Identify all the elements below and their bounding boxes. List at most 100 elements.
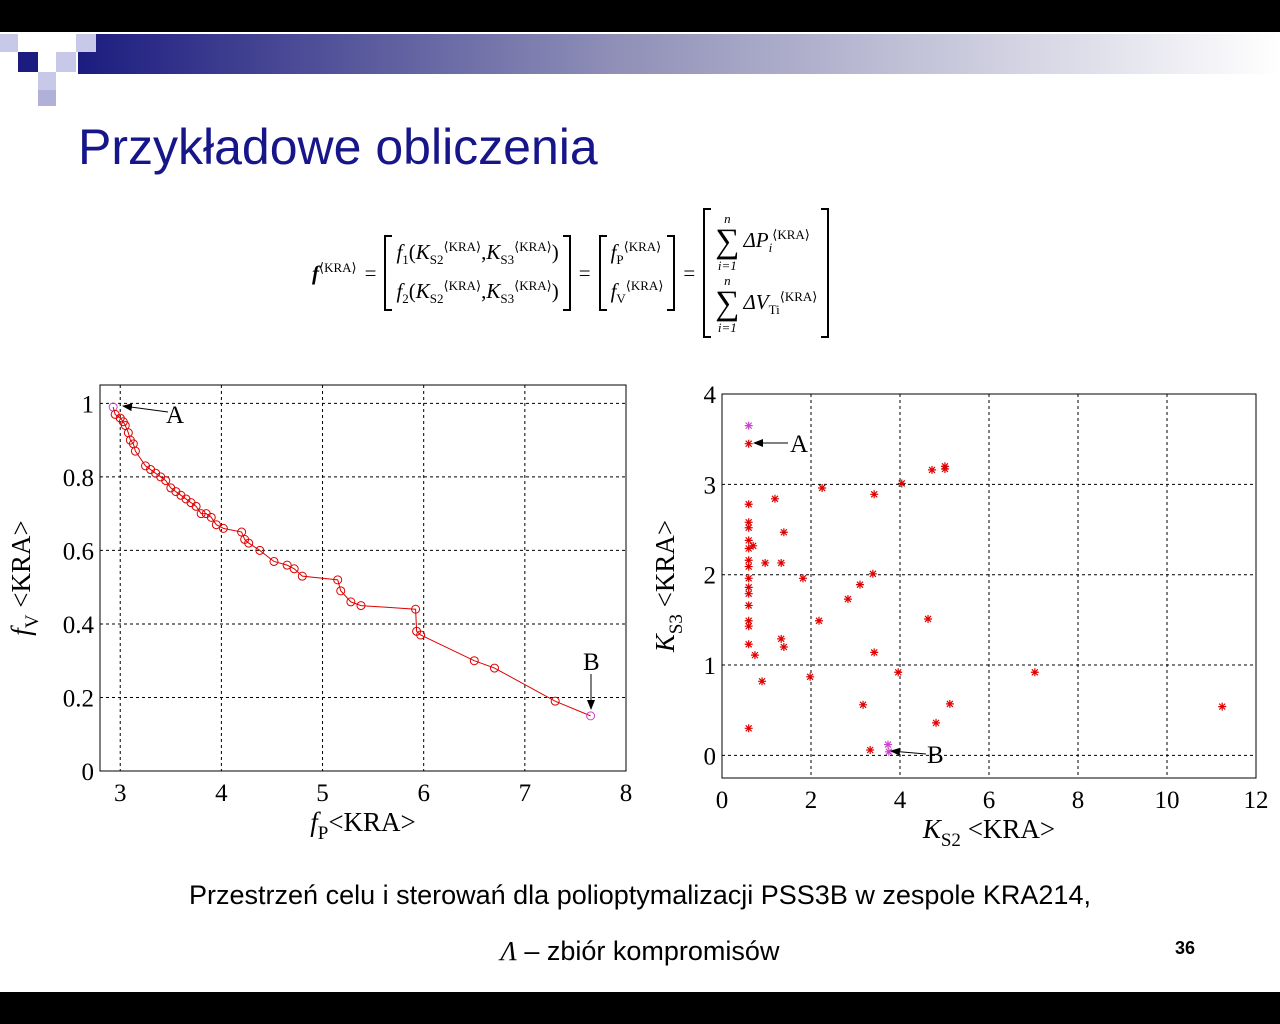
data-point xyxy=(744,556,753,565)
formula-part: ) xyxy=(551,239,559,264)
data-point xyxy=(469,656,479,666)
formula-part: S2 xyxy=(429,252,444,267)
label-subscript: S2 xyxy=(941,830,961,851)
y-tick-label: 2 xyxy=(704,563,717,590)
data-point xyxy=(806,672,815,681)
annotations: A B A B xyxy=(122,402,944,769)
formula: f⟨KRA⟩ = f1(KS2⟨KRA⟩,KS3⟨KRA⟩) f2(KS2⟨KR… xyxy=(312,198,830,348)
formula-part: 1 xyxy=(402,252,409,267)
y-tick-label: 0 xyxy=(82,759,95,786)
data-point xyxy=(744,583,753,592)
label-subscript: S3 xyxy=(666,614,687,634)
data-point xyxy=(744,500,753,509)
y-tick-label: 0.8 xyxy=(63,465,94,492)
caption: Przestrzeń celu i sterowań dla polioptym… xyxy=(189,880,1091,910)
data-point xyxy=(244,538,254,548)
data-point xyxy=(191,501,201,511)
formula-part: ⟨KRA⟩ xyxy=(443,278,482,293)
data-point xyxy=(744,421,753,430)
formula-part: = xyxy=(683,260,696,285)
matrix: f1(KS2⟨KRA⟩,KS3⟨KRA⟩) f2(KS2⟨KRA⟩,KS3⟨KR… xyxy=(384,234,571,312)
formula-part: , xyxy=(481,279,487,303)
label-subscript: V xyxy=(22,614,43,628)
data-point xyxy=(161,476,171,486)
data-point xyxy=(744,724,753,733)
caption-text: – zbiór kompromisów xyxy=(516,936,780,966)
data-point xyxy=(269,556,279,566)
formula-part: i=1 xyxy=(717,320,737,335)
label-unit: <KRA> xyxy=(6,520,36,614)
formula-lhs: f⟨KRA⟩ xyxy=(312,260,357,286)
formula-part: f xyxy=(312,261,319,285)
formula-part: 2 xyxy=(402,291,409,307)
caption-line: Λ – zbiór kompromisów xyxy=(0,936,1280,967)
matrix-row: f1(KS2⟨KRA⟩,KS3⟨KRA⟩) xyxy=(396,239,558,268)
label-symbol: K xyxy=(922,814,943,844)
formula-part: ∑ xyxy=(715,285,740,322)
y-tick-label: 0 xyxy=(704,743,717,770)
label-unit: <KRA> xyxy=(961,814,1055,844)
plot-frame xyxy=(721,393,1257,779)
matrix-row: f2(KS2⟨KRA⟩,KS3⟨KRA⟩) xyxy=(396,278,558,307)
data-point xyxy=(818,483,827,492)
x-tick-label: 8 xyxy=(1072,787,1085,814)
data-point xyxy=(211,520,221,530)
formula-part: ΔV xyxy=(743,290,769,315)
x-tick-label: 6 xyxy=(983,787,996,814)
data-point xyxy=(744,616,753,625)
formula-part: ( xyxy=(408,239,416,264)
data-point xyxy=(894,668,903,677)
data-point xyxy=(1218,702,1227,711)
page-number: 36 xyxy=(1175,938,1196,958)
deco xyxy=(0,34,18,52)
data-point xyxy=(255,545,265,555)
data-point xyxy=(550,696,560,706)
formula-part: K xyxy=(486,239,501,264)
y-tick-label: 0.6 xyxy=(63,538,94,565)
data-point xyxy=(120,420,130,430)
top-band xyxy=(0,0,1280,32)
axis-label: fV <KRA> xyxy=(6,520,43,635)
matrix: n ∑ i=1 ΔPi⟨KRA⟩ n ∑ i=1 ΔVTi⟨KRA⟩ xyxy=(703,208,830,338)
formula-part: ∑ xyxy=(715,223,740,260)
data-point xyxy=(237,527,247,537)
data-point xyxy=(770,494,779,503)
data-point xyxy=(924,614,933,623)
x-tick-label: 4 xyxy=(894,787,907,814)
formula-part: ⟨KRA⟩ xyxy=(443,238,482,254)
formula-part: = xyxy=(578,260,591,285)
data-point xyxy=(411,604,421,614)
data-point xyxy=(843,595,852,604)
formula-part: ΔP xyxy=(743,228,769,253)
data-point xyxy=(798,574,807,583)
formula-part: f xyxy=(610,279,617,303)
axis-label: KS3 <KRA> xyxy=(650,520,687,653)
formula-part: S3 xyxy=(500,291,515,307)
data-point xyxy=(744,622,753,631)
formula-part: = xyxy=(364,260,377,285)
x-tick-label: 12 xyxy=(1244,787,1269,814)
arrow xyxy=(122,403,169,413)
data-point xyxy=(1030,668,1039,677)
y-tick-label: 1 xyxy=(704,653,717,680)
y-tick-label: 4 xyxy=(704,382,717,409)
data-point xyxy=(282,560,292,570)
y-tick-label: 0.2 xyxy=(63,685,94,712)
data-point xyxy=(333,575,343,585)
data-point xyxy=(744,562,753,571)
data-point xyxy=(744,640,753,649)
formula-part: n xyxy=(724,273,731,288)
sum: n ∑ i=1 xyxy=(715,212,739,272)
data-point xyxy=(744,536,753,545)
deco xyxy=(76,34,96,52)
data-point xyxy=(761,558,770,567)
axis-label: KS2 <KRA> xyxy=(922,814,1055,851)
formula-part: V xyxy=(616,291,626,307)
data-point xyxy=(744,523,753,532)
annotation: B xyxy=(583,649,600,676)
formula-part: n xyxy=(724,211,731,226)
data-point xyxy=(744,518,753,527)
formula-part: ⟨KRA⟩ xyxy=(623,238,662,254)
y-tick-label: 0.4 xyxy=(63,612,95,639)
